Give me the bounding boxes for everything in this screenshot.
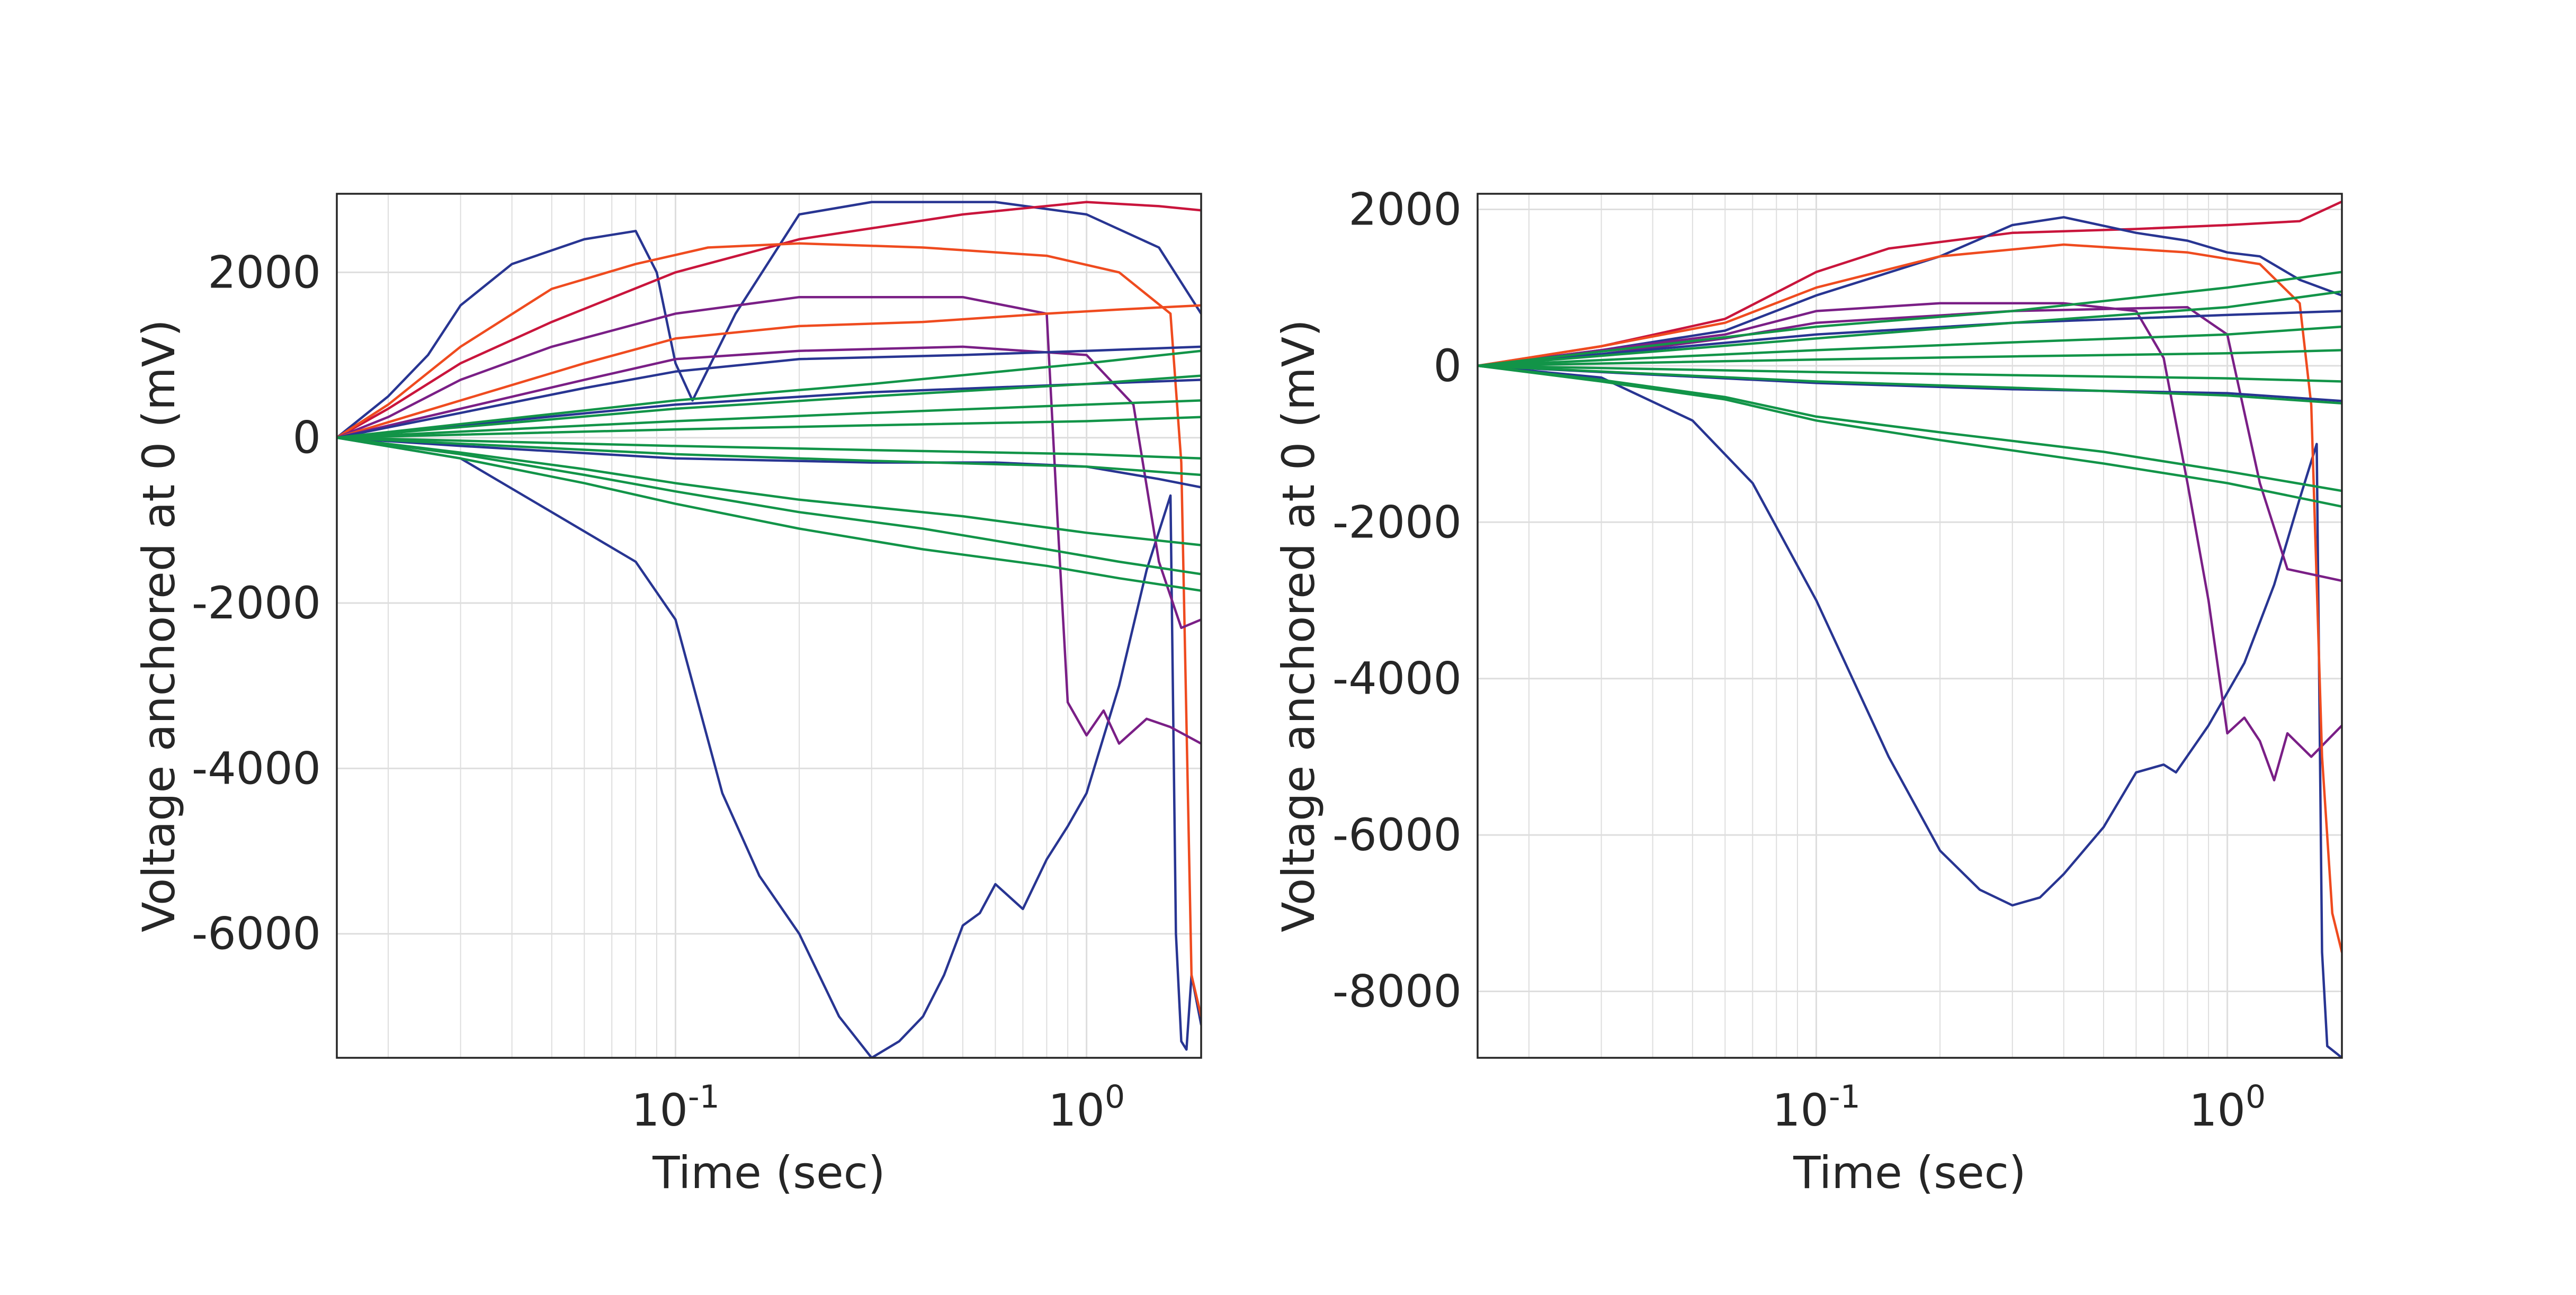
x-tick-exponent: 0 [1105, 1078, 1125, 1116]
series-line-3 [1478, 302, 2342, 781]
y-axis-label: Voltage anchored at 0 (mV) [133, 319, 185, 932]
series-line-2 [1478, 216, 2342, 367]
y-tick-label: -6000 [1332, 809, 1462, 861]
series-line-1 [337, 201, 1201, 439]
series-line-3 [337, 242, 1201, 1018]
series-line-15 [337, 416, 1201, 439]
series-line-4 [1478, 243, 2342, 954]
series-line-11 [337, 436, 1201, 592]
series-line-12 [1478, 349, 2342, 367]
series-line-6 [337, 345, 1201, 629]
y-tick-label: -2000 [1332, 496, 1462, 548]
x-tick-label: 10-1 [1772, 1078, 1861, 1136]
x-tick-exponent: 0 [2246, 1078, 2266, 1116]
series-line-10 [337, 436, 1201, 575]
x-tick-exponent: -1 [688, 1078, 720, 1116]
series-line-13 [1478, 364, 2342, 383]
series-group [1478, 200, 2342, 1058]
x-axis-label: Time (sec) [1793, 1147, 2026, 1199]
series-line-4 [337, 295, 1201, 745]
series-line-10 [1478, 290, 2342, 367]
series-line-2 [337, 201, 1201, 439]
series-line-8 [1478, 364, 2342, 492]
series-line-11 [1478, 325, 2342, 367]
series-line-0 [1478, 364, 2342, 1058]
y-tick-label: -8000 [1332, 965, 1462, 1017]
x-tick-base: 10 [631, 1084, 688, 1136]
series-line-7 [337, 345, 1201, 439]
y-tick-label: 0 [293, 412, 321, 464]
plot-frame [336, 193, 1202, 1059]
x-tick-exponent: -1 [1829, 1078, 1861, 1116]
y-tick-label: 0 [1434, 340, 1462, 392]
series-line-1 [1478, 200, 2342, 367]
series-line-6 [1478, 310, 2342, 367]
y-tick-label: 2000 [1348, 184, 1462, 236]
x-tick-base: 10 [1048, 1084, 1105, 1136]
plot-frame [1477, 193, 2343, 1059]
x-tick-base: 10 [1772, 1084, 1829, 1136]
series-line-5 [1478, 305, 2342, 582]
series-line-18 [337, 349, 1201, 439]
y-tick-label: -6000 [192, 908, 321, 960]
series-line-17 [337, 436, 1201, 476]
y-axis-label: Voltage anchored at 0 (mV) [1273, 319, 1325, 932]
x-axis-label: Time (sec) [652, 1147, 885, 1199]
y-tick-label: 2000 [208, 246, 321, 298]
series-line-9 [1478, 364, 2342, 508]
y-tick-label: -2000 [192, 577, 321, 629]
series-line-16 [337, 436, 1201, 460]
y-tick-label: -4000 [1332, 653, 1462, 705]
x-tick-base: 10 [2189, 1084, 2246, 1136]
x-tick-label: 10-1 [631, 1078, 720, 1136]
x-tick-label: 100 [2189, 1078, 2266, 1136]
series-group [337, 201, 1201, 1058]
y-tick-label: -4000 [192, 742, 321, 794]
series-line-0 [337, 436, 1201, 1058]
series-line-13 [337, 374, 1201, 439]
series-line-14 [337, 399, 1201, 439]
series-line-5 [337, 304, 1201, 439]
series-line-15 [1478, 271, 2342, 367]
series-line-14 [1478, 364, 2342, 405]
series-line-12 [337, 436, 1201, 546]
x-tick-label: 100 [1048, 1078, 1125, 1136]
